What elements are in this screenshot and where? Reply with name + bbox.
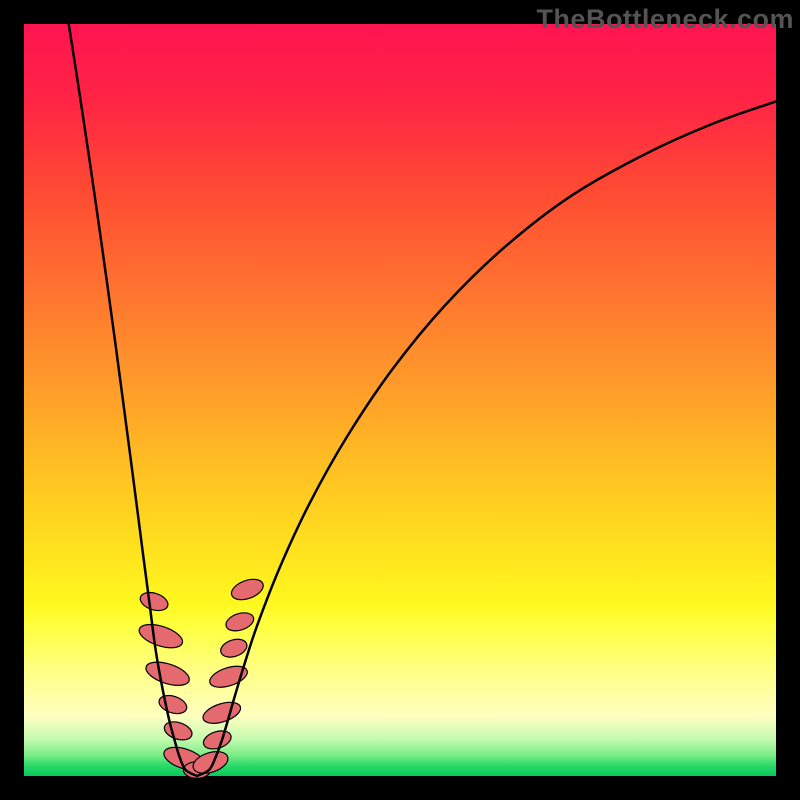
stage: TheBottleneck.com	[0, 0, 800, 800]
chart-background	[24, 24, 776, 776]
chart-svg	[0, 0, 800, 800]
watermark-label: TheBottleneck.com	[536, 4, 794, 35]
